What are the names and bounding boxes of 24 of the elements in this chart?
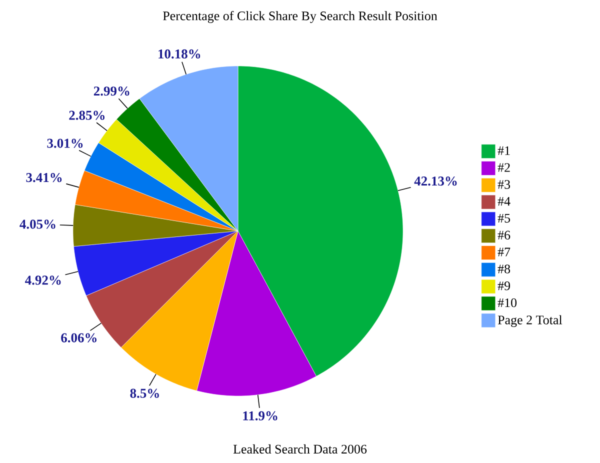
legend-label: #8 [498,264,510,274]
data-label: 10.18% [158,49,200,59]
legend-label: #9 [498,281,510,290]
chart-title: Percentage of Click Share By Search Result Position [163,11,438,23]
legend-label: #2 [498,163,510,172]
data-label: 3.41% [26,172,62,182]
data-label: 2.99% [94,86,130,96]
legend-label: #5 [498,214,510,223]
data-label: 6.06% [61,333,96,342]
legend-label: #7 [498,248,510,256]
legend-label: #6 [498,230,510,240]
data-label: 42.13% [414,176,457,186]
data-label: 11.9% [243,411,278,420]
data-label: 8.5% [130,388,159,398]
data-label: 3.01% [47,138,83,148]
data-label: 4.05% [20,220,56,229]
data-label: 2.85% [69,110,104,120]
legend-label: Page 2 Total [498,315,562,328]
data-label: 4.92% [25,276,61,285]
legend-label: #10 [498,298,517,308]
legend-label: #1 [498,146,510,155]
legend-label: #3 [498,180,510,189]
text: Leaked Search Data 2006 [233,444,367,454]
legend-label: #4 [498,197,510,206]
